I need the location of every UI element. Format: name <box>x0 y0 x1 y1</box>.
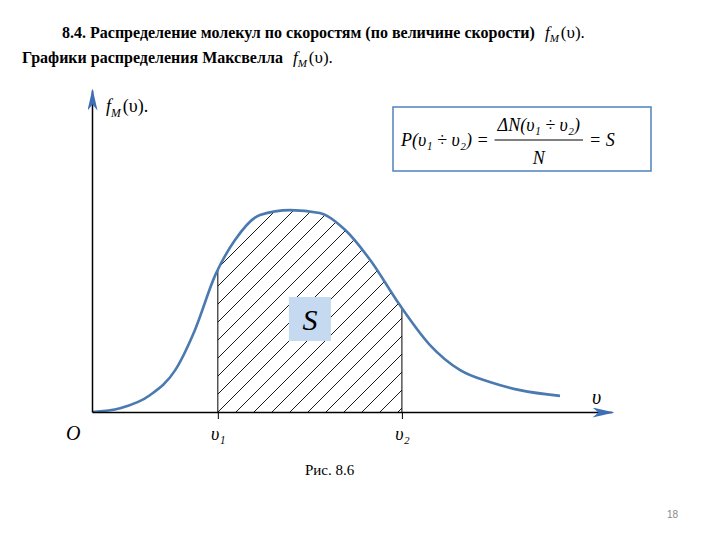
caption: Рис. 8.6 <box>305 462 355 478</box>
area-label-box <box>289 297 331 341</box>
y-axis-label: fM(υ). <box>106 96 148 120</box>
area-label: S <box>302 303 317 336</box>
formula-arg: (υ). <box>123 96 148 117</box>
formula-numerator: ΔN(υ₁ ÷ υ₂) <box>497 115 580 136</box>
formula-sub: M <box>110 107 122 120</box>
y-axis-line <box>92 91 94 413</box>
page-number: 18 <box>667 509 679 520</box>
x-tick-label: υ₁ <box>211 424 226 444</box>
formula-arg: (υ). <box>309 48 333 67</box>
chart-canvas: 8.4. Распределение молекул по скоростям … <box>0 0 720 540</box>
x-axis-line <box>93 412 613 414</box>
title-formula: fM(υ). <box>545 23 585 44</box>
distribution-curve <box>92 210 560 412</box>
subtitle: Графики распределения Максвелла <box>22 49 283 67</box>
fraction-bar <box>495 140 583 141</box>
formula-sub: M <box>297 57 308 69</box>
formula-sub: M <box>549 32 560 44</box>
formula-arg: (υ). <box>561 23 585 42</box>
x-tick: υ₁ <box>211 412 226 444</box>
subtitle-formula: fM(υ). <box>293 48 333 69</box>
formula-box: P(υ₁ ÷ υ₂) = ΔN(υ₁ ÷ υ₂) N = S <box>393 107 651 171</box>
x-axis: υ₁ υ₂ <box>93 412 613 444</box>
formula-frame <box>393 107 651 171</box>
formula-rhs: = S <box>589 130 615 150</box>
hatched-area <box>218 90 402 412</box>
formula-denominator: N <box>532 148 546 168</box>
x-tick-label: υ₂ <box>395 424 410 444</box>
y-axis <box>92 91 93 413</box>
origin-label: O <box>66 422 80 444</box>
x-tick-mark <box>218 412 219 419</box>
shaded-region <box>218 90 402 412</box>
x-tick: υ₂ <box>395 412 410 444</box>
formula-lhs: P(υ₁ ÷ υ₂) = <box>400 130 489 151</box>
range-boundary <box>217 90 218 412</box>
x-axis-label: υ <box>592 386 601 408</box>
title: 8.4. Распределение молекул по скоростям … <box>62 24 535 42</box>
x-tick-mark <box>402 412 403 419</box>
